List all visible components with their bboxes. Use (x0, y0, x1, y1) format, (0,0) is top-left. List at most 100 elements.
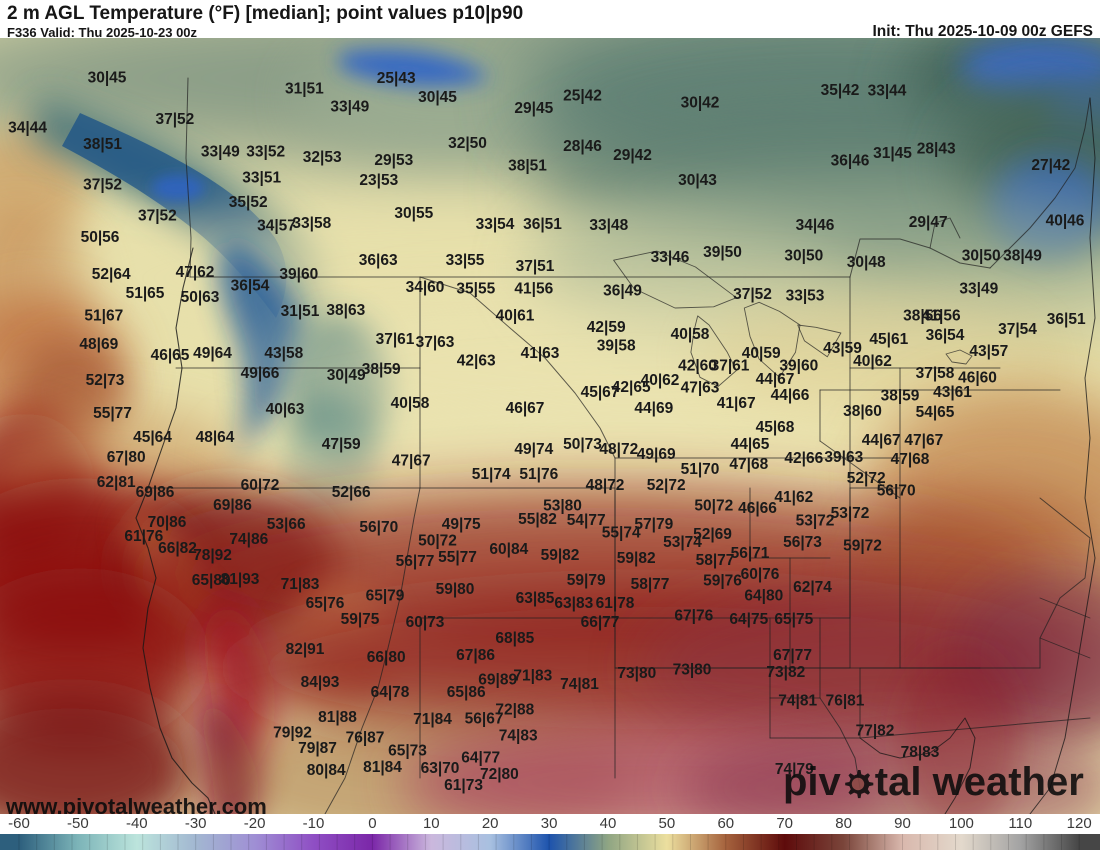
svg-text:60|76: 60|76 (741, 566, 780, 583)
svg-text:38|51: 38|51 (83, 136, 122, 153)
svg-text:40|61: 40|61 (496, 308, 535, 325)
svg-text:40|62: 40|62 (853, 353, 892, 370)
svg-text:59|82: 59|82 (617, 550, 656, 567)
svg-text:44|66: 44|66 (771, 387, 810, 404)
svg-text:38|59: 38|59 (881, 388, 920, 405)
svg-text:47|67: 47|67 (392, 453, 431, 470)
svg-text:70: 70 (776, 815, 793, 832)
svg-text:33|49: 33|49 (201, 143, 240, 160)
svg-text:28|46: 28|46 (563, 138, 602, 155)
svg-text:0: 0 (368, 815, 376, 832)
svg-text:30|49: 30|49 (327, 367, 366, 384)
svg-text:59|80: 59|80 (436, 581, 475, 598)
svg-text:62|74: 62|74 (793, 579, 832, 596)
svg-text:33|49: 33|49 (959, 281, 998, 298)
svg-text:60: 60 (717, 815, 734, 832)
svg-text:50: 50 (659, 815, 676, 832)
svg-text:81|88: 81|88 (318, 709, 357, 726)
svg-text:61|78: 61|78 (596, 595, 635, 612)
svg-text:63|85: 63|85 (516, 590, 555, 607)
svg-text:45|64: 45|64 (133, 429, 172, 446)
svg-text:40: 40 (600, 815, 617, 832)
svg-text:33|54: 33|54 (476, 216, 515, 233)
svg-text:40|58: 40|58 (391, 395, 430, 412)
svg-text:48|69: 48|69 (79, 336, 118, 353)
svg-text:43|61: 43|61 (933, 384, 972, 401)
svg-text:46|65: 46|65 (151, 347, 190, 364)
svg-text:35|42: 35|42 (821, 82, 860, 99)
svg-text:40|63: 40|63 (266, 401, 305, 418)
svg-text:37|61: 37|61 (376, 331, 415, 348)
svg-text:58|77: 58|77 (631, 576, 670, 593)
svg-text:30|48: 30|48 (847, 254, 886, 271)
svg-text:52|73: 52|73 (86, 372, 125, 389)
svg-text:36|46: 36|46 (831, 153, 870, 170)
svg-text:30|55: 30|55 (394, 205, 433, 222)
svg-text:54|65: 54|65 (916, 404, 955, 421)
svg-text:72|80: 72|80 (480, 766, 519, 783)
svg-text:45|68: 45|68 (756, 419, 795, 436)
svg-text:29|45: 29|45 (514, 100, 553, 117)
svg-text:49|75: 49|75 (442, 516, 481, 533)
svg-text:37|63: 37|63 (416, 334, 455, 351)
svg-text:37|52: 37|52 (138, 208, 177, 225)
svg-text:76|87: 76|87 (346, 730, 385, 747)
svg-text:30|42: 30|42 (681, 95, 720, 112)
svg-text:50|56: 50|56 (81, 229, 120, 246)
svg-text:62|81: 62|81 (97, 474, 136, 491)
svg-text:52|64: 52|64 (92, 266, 131, 283)
svg-text:33|53: 33|53 (786, 288, 825, 305)
svg-text:39|60: 39|60 (279, 266, 318, 283)
svg-text:-50: -50 (67, 815, 89, 832)
svg-text:39|58: 39|58 (597, 338, 636, 355)
svg-text:73|82: 73|82 (766, 664, 805, 681)
svg-text:46|66: 46|66 (738, 500, 777, 517)
svg-text:67|76: 67|76 (674, 608, 713, 625)
svg-text:42|59: 42|59 (587, 319, 626, 336)
svg-text:38|51: 38|51 (508, 158, 547, 175)
svg-text:65|76: 65|76 (306, 595, 345, 612)
svg-text:53|72: 53|72 (796, 513, 835, 530)
svg-text:79|92: 79|92 (273, 725, 312, 742)
svg-text:31|45: 31|45 (873, 145, 912, 162)
svg-text:10: 10 (423, 815, 440, 832)
svg-text:37|51: 37|51 (516, 258, 555, 275)
svg-text:41|56: 41|56 (922, 308, 961, 325)
svg-text:34|46: 34|46 (796, 217, 835, 234)
svg-text:59|82: 59|82 (541, 547, 580, 564)
svg-text:100: 100 (949, 815, 974, 832)
svg-text:51|74: 51|74 (472, 466, 511, 483)
svg-text:38|63: 38|63 (326, 302, 365, 319)
svg-text:51|70: 51|70 (681, 461, 720, 478)
svg-text:49|64: 49|64 (193, 345, 232, 362)
svg-text:51|76: 51|76 (519, 466, 558, 483)
svg-text:73|80: 73|80 (673, 662, 712, 679)
svg-text:40|46: 40|46 (1046, 213, 1085, 230)
svg-text:71|84: 71|84 (413, 711, 452, 728)
svg-text:71|83: 71|83 (281, 576, 320, 593)
svg-text:60|72: 60|72 (241, 477, 280, 494)
svg-text:28|43: 28|43 (917, 141, 956, 158)
svg-text:36|51: 36|51 (1047, 311, 1086, 328)
svg-text:84|93: 84|93 (301, 674, 340, 691)
svg-text:35|52: 35|52 (229, 194, 268, 211)
svg-text:48|64: 48|64 (196, 429, 235, 446)
svg-text:50|72: 50|72 (418, 533, 457, 550)
svg-text:48|72: 48|72 (599, 441, 638, 458)
svg-text:33|49: 33|49 (330, 98, 369, 115)
svg-text:68|85: 68|85 (495, 630, 534, 647)
svg-text:40|58: 40|58 (671, 326, 710, 343)
svg-text:55|77: 55|77 (438, 549, 477, 566)
svg-text:48|72: 48|72 (586, 477, 625, 494)
svg-text:36|51: 36|51 (523, 216, 562, 233)
svg-text:54|77: 54|77 (567, 512, 606, 529)
svg-text:47|68: 47|68 (891, 451, 930, 468)
svg-text:64|78: 64|78 (371, 684, 410, 701)
svg-text:66|82: 66|82 (158, 540, 197, 557)
svg-text:60|84: 60|84 (489, 541, 528, 558)
svg-text:47|62: 47|62 (176, 264, 215, 281)
svg-text:39|63: 39|63 (824, 449, 863, 466)
svg-text:-40: -40 (126, 815, 148, 832)
svg-text:78|83: 78|83 (901, 744, 940, 761)
svg-text:69|86: 69|86 (213, 497, 252, 514)
